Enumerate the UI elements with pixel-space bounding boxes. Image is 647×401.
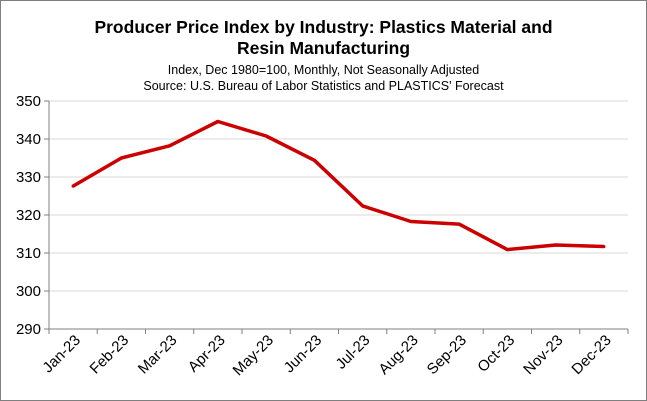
gridlines bbox=[49, 100, 628, 292]
data-point-Dec-23 bbox=[602, 244, 606, 249]
data-point-Sep-23 bbox=[457, 222, 461, 226]
chart-subtitle-source: Source: U.S. Bureau of Labor Statistics … bbox=[143, 79, 504, 93]
y-tick-label-320: 320 bbox=[16, 207, 41, 224]
x-tick-label-Sep-23: Sep-23 bbox=[424, 332, 470, 378]
x-tick-label-Mar-23: Mar-23 bbox=[135, 332, 181, 378]
y-tick-label-300: 300 bbox=[16, 283, 41, 300]
axes bbox=[44, 100, 629, 334]
y-tick-label-290: 290 bbox=[16, 321, 41, 338]
chart-title: Producer Price Index by Industry: Plasti… bbox=[1, 17, 646, 59]
x-tick-label-Oct-23: Oct-23 bbox=[474, 332, 518, 376]
x-tick-label-Aug-23: Aug-23 bbox=[375, 332, 421, 378]
y-tick-label-340: 340 bbox=[16, 131, 41, 148]
x-tick-labels: Jan-23 Feb-23 Mar-23 Apr-23 May-23 Jun-23 Jul-… bbox=[39, 332, 614, 379]
x-tick-label-May-23: May-23 bbox=[230, 332, 277, 379]
chart-title-line-2: Resin Manufacturing bbox=[236, 38, 411, 58]
x-tick-label-Jun-23: Jun-23 bbox=[281, 332, 325, 376]
chart-subtitle-units: Index, Dec 1980=100, Monthly, Not Season… bbox=[167, 63, 480, 77]
data-point-May-23 bbox=[264, 134, 268, 138]
data-point-Jan-23 bbox=[71, 184, 75, 188]
x-tick-label-Nov-23: Nov-23 bbox=[520, 332, 566, 378]
data-point-Oct-23 bbox=[505, 247, 509, 252]
data-point-Mar-23 bbox=[168, 144, 172, 148]
x-tick-label-Feb-23: Feb-23 bbox=[87, 332, 133, 378]
y-tick-labels: 290 300 310 320 330 340 350 bbox=[16, 93, 41, 338]
data-point-Jun-23 bbox=[312, 158, 316, 162]
x-tick-label-Jul-23: Jul-23 bbox=[333, 332, 374, 373]
data-point-Nov-23 bbox=[554, 243, 558, 247]
chart-title-line-1: Producer Price Index by Industry: Plasti… bbox=[94, 17, 553, 37]
y-tick-label-310: 310 bbox=[16, 245, 41, 262]
data-series bbox=[71, 119, 606, 252]
series-line-0 bbox=[72, 119, 604, 252]
y-tick-label-330: 330 bbox=[16, 169, 41, 186]
x-tick-label-Dec-23: Dec-23 bbox=[568, 332, 614, 378]
data-point-Jul-23 bbox=[361, 204, 365, 208]
y-tick-label-350: 350 bbox=[16, 93, 41, 110]
x-tick-label-Jan-23: Jan-23 bbox=[39, 332, 83, 376]
x-tick-label-Apr-23: Apr-23 bbox=[185, 332, 229, 376]
data-point-Apr-23 bbox=[216, 119, 220, 124]
data-point-Aug-23 bbox=[409, 219, 413, 224]
data-point-Feb-23 bbox=[119, 156, 123, 160]
chart-subtitle: Index, Dec 1980=100, Monthly, Not Season… bbox=[1, 62, 646, 94]
